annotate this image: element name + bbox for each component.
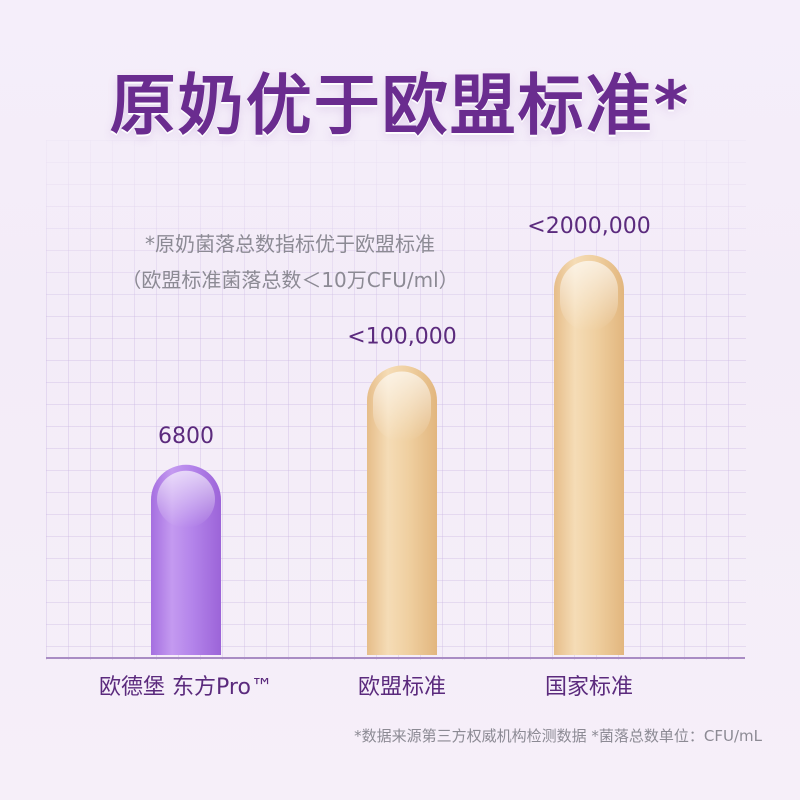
labels-layer: 6800 欧德堡 东方Pro™ <100,000 欧盟标准 <2000,000 国家标准 — [99, 214, 651, 700]
page-title: 原奶优于欧盟标准* — [109, 67, 691, 144]
bar-1 — [151, 464, 221, 655]
note-line-1: *原奶菌落总数指标优于欧盟标准 — [145, 232, 435, 256]
bar-value-label-3: <2000,000 — [527, 214, 650, 239]
bar-gloss-2 — [373, 371, 431, 442]
category-label-2: 欧盟标准 — [358, 675, 446, 700]
bar-base-1 — [151, 620, 221, 655]
bars-layer — [151, 254, 624, 656]
category-label-1: 欧德堡 东方Pro™ — [99, 675, 273, 700]
bar-3 — [554, 254, 624, 656]
bar-body-3 — [554, 254, 624, 656]
footnote: *数据来源第三方权威机构检测数据 *菌落总数单位：CFU/mL — [354, 727, 762, 745]
category-label-3: 国家标准 — [545, 675, 633, 700]
bar-gloss-3 — [560, 260, 618, 331]
note-line-2: （欧盟标准菌落总数＜10万CFU/ml） — [121, 268, 459, 292]
bar-value-label-1: 6800 — [158, 424, 214, 449]
bar-2 — [367, 365, 437, 655]
bar-base-2 — [367, 620, 437, 655]
bar-value-label-2: <100,000 — [347, 325, 456, 350]
bar-gloss-1 — [157, 470, 215, 528]
bar-body-2 — [367, 365, 437, 655]
bar-base-3 — [554, 620, 624, 655]
